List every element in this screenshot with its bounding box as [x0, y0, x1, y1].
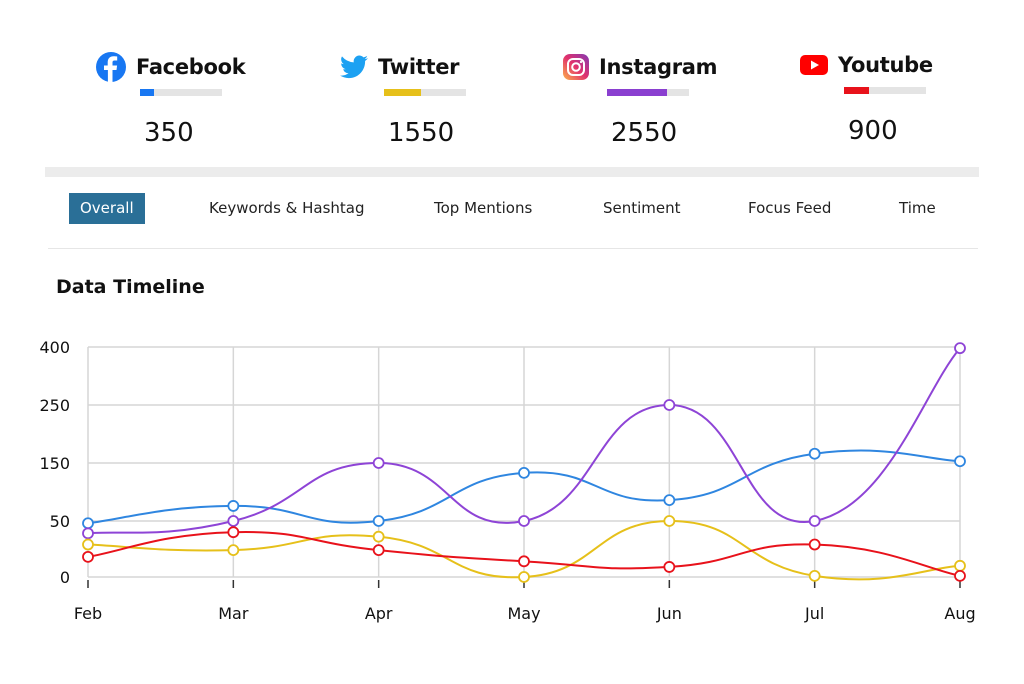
x-tick-label: Jun — [656, 604, 682, 623]
progress-bar — [607, 89, 689, 96]
data-point — [227, 544, 240, 557]
data-point — [808, 515, 821, 527]
stat-facebook[interactable]: Facebook 350 — [96, 50, 296, 148]
stat-youtube[interactable]: Youtube 900 — [800, 48, 1000, 146]
data-point — [227, 515, 240, 527]
stat-name: Facebook — [136, 55, 246, 79]
data-point — [954, 342, 966, 355]
progress-fill — [607, 89, 667, 96]
progress-bar — [140, 89, 222, 96]
data-point — [82, 550, 94, 563]
data-point — [372, 544, 385, 557]
x-tick-label: May — [507, 604, 540, 623]
data-point — [518, 571, 530, 583]
stat-instagram[interactable]: Instagram 2550 — [563, 50, 763, 148]
data-point — [227, 526, 240, 539]
x-tick-label: Feb — [74, 604, 102, 623]
y-tick-label: 0 — [60, 568, 70, 587]
stat-name: Twitter — [378, 55, 460, 79]
stat-value: 350 — [144, 118, 194, 148]
data-point — [372, 515, 385, 527]
data-point — [663, 399, 676, 411]
progress-fill — [140, 89, 154, 96]
stat-twitter[interactable]: Twitter 1550 — [340, 50, 540, 148]
data-point — [808, 447, 821, 460]
data-point — [808, 569, 821, 582]
progress-bar — [384, 89, 466, 96]
instagram-icon — [563, 54, 589, 80]
data-point — [518, 466, 530, 479]
x-tick-label: Apr — [365, 604, 393, 623]
data-point — [954, 455, 966, 468]
y-tick-label: 150 — [39, 454, 70, 473]
data-point — [663, 561, 676, 573]
stat-value: 900 — [848, 116, 898, 146]
data-point — [82, 538, 94, 551]
data-point — [372, 530, 385, 543]
stat-name: Instagram — [599, 55, 718, 79]
tab-bar: Overall Keywords & Hashtag Top Mentions … — [0, 193, 1024, 225]
x-tick-label: Aug — [944, 604, 975, 623]
progress-fill — [384, 89, 421, 96]
data-point — [82, 527, 94, 540]
y-tick-label: 250 — [39, 396, 70, 415]
y-tick-label: 400 — [39, 338, 70, 357]
tab-keywords-hashtag[interactable]: Keywords & Hashtag — [209, 199, 365, 217]
stat-name: Youtube — [838, 53, 933, 77]
progress-fill — [844, 87, 869, 94]
data-point — [518, 515, 530, 527]
chart-title: Data Timeline — [56, 276, 205, 298]
data-point — [663, 494, 676, 507]
data-point — [82, 517, 94, 530]
tab-sentiment[interactable]: Sentiment — [603, 199, 681, 217]
tab-top-mentions[interactable]: Top Mentions — [434, 199, 533, 217]
data-point — [518, 555, 530, 568]
data-point — [372, 457, 385, 469]
y-tick-label: 50 — [50, 512, 70, 531]
progress-bar — [844, 87, 926, 94]
x-tick-label: Jul — [804, 604, 824, 623]
tab-overall[interactable]: Overall — [69, 193, 145, 224]
tab-time[interactable]: Time — [899, 199, 936, 217]
data-point — [954, 569, 966, 582]
data-point — [808, 538, 821, 551]
x-tick-label: Mar — [218, 604, 249, 623]
youtube-icon — [800, 55, 828, 75]
tab-focus-feed[interactable]: Focus Feed — [748, 199, 832, 217]
stat-value: 1550 — [388, 118, 455, 148]
data-point — [954, 559, 966, 572]
stat-value: 2550 — [611, 118, 678, 148]
section-divider — [45, 167, 979, 177]
tab-divider — [48, 248, 978, 249]
data-point — [227, 500, 240, 512]
data-point — [663, 515, 676, 527]
twitter-icon — [340, 55, 368, 79]
facebook-icon — [96, 52, 126, 82]
